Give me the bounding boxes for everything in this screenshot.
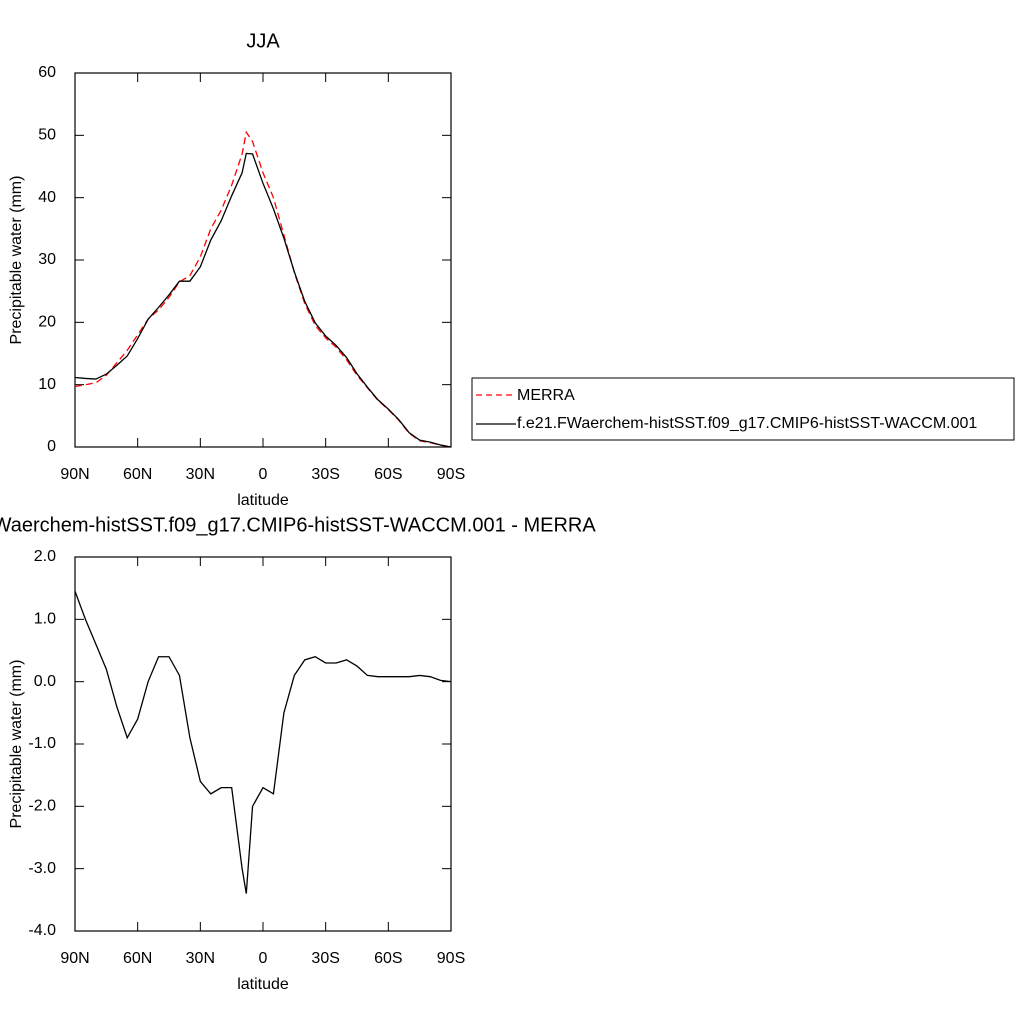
legend-box: [471, 377, 1015, 441]
data-line: [74, 152, 452, 448]
x-tick-label: 30N: [186, 466, 215, 483]
x-axis-label: latitude: [237, 492, 289, 509]
y-axis-label: Precipitable water (mm): [8, 660, 25, 829]
chart-title: f.e21.FWaerchem-histSST.f09_g17.CMIP6-hi…: [0, 514, 596, 536]
y-tick-label: -1.0: [28, 735, 56, 752]
x-tick-label: 30N: [186, 950, 215, 967]
y-axis-label: Precipitable water (mm): [8, 176, 25, 345]
y-tick-label: 0: [47, 438, 56, 455]
y-tick-label: 0.0: [34, 673, 56, 690]
y-tick-label: -2.0: [28, 798, 56, 815]
x-tick-label: 60S: [374, 950, 402, 967]
chart-title: JJA: [246, 30, 280, 52]
y-tick-label: 50: [38, 127, 56, 144]
y-tick-label: 20: [38, 314, 56, 331]
x-tick-label: 0: [259, 466, 268, 483]
y-tick-label: -3.0: [28, 860, 56, 877]
x-tick-label: 30S: [311, 466, 339, 483]
y-tick-label: 30: [38, 251, 56, 268]
x-axis-label: latitude: [237, 976, 289, 993]
legend-label: f.e21.FWaerchem-histSST.f09_g17.CMIP6-hi…: [517, 415, 977, 432]
y-tick-label: 1.0: [34, 611, 56, 628]
x-tick-label: 90N: [60, 950, 89, 967]
data-line: [74, 591, 452, 894]
plot-frame: [74, 556, 452, 932]
x-tick-label: 90S: [437, 950, 465, 967]
y-tick-label: 2.0: [34, 548, 56, 565]
y-tick-label: -4.0: [28, 922, 56, 939]
x-tick-label: 60S: [374, 466, 402, 483]
x-tick-label: 60N: [123, 466, 152, 483]
x-tick-label: 30S: [311, 950, 339, 967]
y-tick-label: 10: [38, 376, 56, 393]
x-tick-label: 90N: [60, 466, 89, 483]
plot-frame: [74, 72, 452, 448]
x-tick-label: 60N: [123, 950, 152, 967]
data-line: [74, 130, 452, 448]
y-tick-label: 40: [38, 189, 56, 206]
x-tick-label: 0: [259, 950, 268, 967]
x-tick-label: 90S: [437, 466, 465, 483]
y-tick-label: 60: [38, 64, 56, 81]
legend-label: MERRA: [517, 387, 575, 404]
